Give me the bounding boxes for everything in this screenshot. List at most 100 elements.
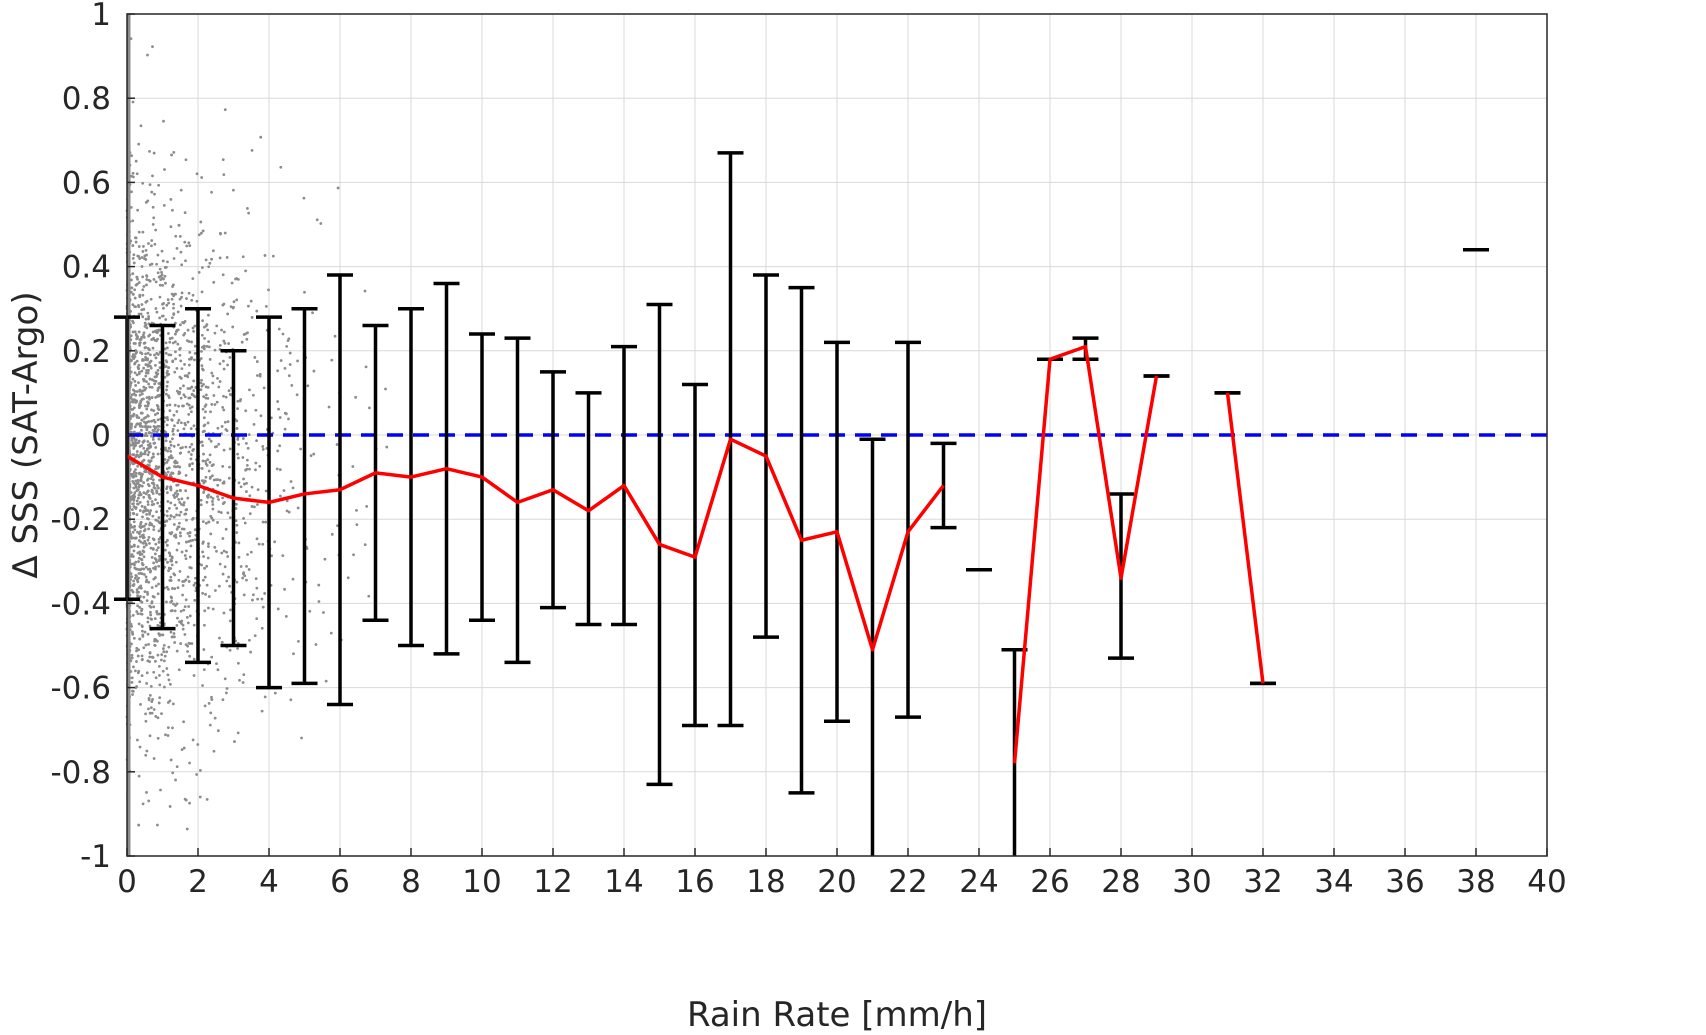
x-tick-label: 14 — [604, 864, 643, 900]
scatter-point — [140, 335, 144, 339]
scatter-point — [187, 540, 191, 543]
scatter-point — [161, 647, 165, 650]
scatter-point — [183, 320, 187, 323]
scatter-point — [193, 351, 197, 355]
scatter-point — [175, 765, 179, 769]
scatter-point — [336, 524, 339, 528]
scatter-point — [130, 424, 133, 428]
scatter-point — [144, 565, 148, 569]
scatter-point — [133, 361, 137, 365]
scatter-point — [206, 556, 210, 560]
scatter-point — [146, 363, 150, 367]
scatter-point — [152, 409, 156, 413]
scatter-point — [178, 569, 182, 573]
scatter-point — [130, 358, 133, 362]
scatter-point — [235, 427, 239, 430]
scatter-point — [142, 533, 145, 537]
scatter-point — [150, 239, 154, 242]
scatter-point — [175, 410, 179, 413]
scatter-point — [133, 563, 136, 567]
scatter-point — [202, 395, 206, 398]
y-tick-label: 1 — [91, 0, 111, 33]
scatter-point — [163, 375, 167, 379]
scatter-point — [154, 364, 157, 367]
scatter-point — [202, 668, 206, 672]
scatter-point — [172, 515, 176, 519]
scatter-point — [138, 551, 142, 555]
scatter-point — [135, 610, 139, 613]
scatter-point — [260, 597, 264, 601]
scatter-point — [170, 635, 174, 639]
scatter-point — [155, 373, 159, 376]
scatter-point — [197, 233, 201, 237]
scatter-point — [289, 480, 293, 483]
scatter-point — [203, 575, 207, 579]
scatter-point — [153, 420, 157, 424]
scatter-point — [152, 151, 156, 155]
scatter-point — [142, 335, 146, 339]
scatter-point — [176, 443, 180, 447]
scatter-point — [276, 607, 280, 611]
scatter-point — [363, 289, 367, 293]
scatter-point — [183, 579, 186, 583]
scatter-point — [199, 381, 203, 385]
scatter-point — [188, 387, 192, 390]
scatter-point — [146, 317, 150, 321]
scatter-point — [218, 478, 222, 482]
scatter-point — [189, 357, 193, 360]
scatter-point — [166, 499, 170, 503]
scatter-point — [180, 295, 183, 299]
scatter-point — [142, 385, 146, 389]
scatter-point — [158, 624, 162, 628]
scatter-point — [130, 653, 134, 657]
scatter-point — [264, 520, 268, 524]
scatter-point — [164, 351, 168, 355]
scatter-point — [241, 681, 245, 684]
scatter-point — [211, 500, 214, 503]
scatter-point — [135, 414, 139, 418]
scatter-point — [235, 277, 238, 280]
scatter-point — [175, 389, 179, 393]
scatter-point — [210, 698, 214, 702]
scatter-point — [135, 482, 139, 485]
scatter-point — [135, 646, 139, 650]
scatter-point — [152, 336, 155, 340]
scatter-point — [141, 333, 145, 337]
scatter-point — [211, 607, 215, 611]
scatter-point — [176, 421, 180, 425]
scatter-point — [333, 334, 337, 338]
scatter-point — [221, 405, 225, 409]
scatter-point — [141, 541, 145, 545]
scatter-point — [199, 440, 202, 444]
scatter-point — [166, 734, 170, 737]
scatter-point — [154, 542, 158, 546]
scatter-point — [133, 371, 137, 375]
scatter-point — [172, 283, 175, 287]
scatter-point — [192, 657, 196, 661]
scatter-point — [201, 550, 205, 554]
scatter-point — [258, 464, 262, 468]
scatter-point — [152, 278, 156, 281]
scatter-point — [149, 613, 153, 617]
scatter-point — [183, 240, 187, 244]
scatter-point — [194, 576, 197, 580]
scatter-point — [221, 481, 225, 485]
scatter-point — [136, 612, 140, 616]
scatter-point — [164, 548, 167, 552]
scatter-point — [188, 350, 192, 354]
scatter-point — [335, 443, 339, 446]
scatter-point — [137, 823, 141, 827]
scatter-point — [167, 678, 171, 682]
scatter-point — [164, 365, 168, 368]
scatter-point — [166, 418, 170, 422]
scatter-point — [135, 649, 138, 653]
scatter-point — [166, 298, 170, 302]
scatter-point — [187, 580, 191, 583]
scatter-point — [192, 583, 196, 587]
scatter-point — [156, 271, 160, 275]
scatter-point — [191, 293, 195, 297]
scatter-point — [188, 566, 192, 569]
scatter-point — [177, 404, 180, 408]
scatter-point — [237, 541, 241, 545]
